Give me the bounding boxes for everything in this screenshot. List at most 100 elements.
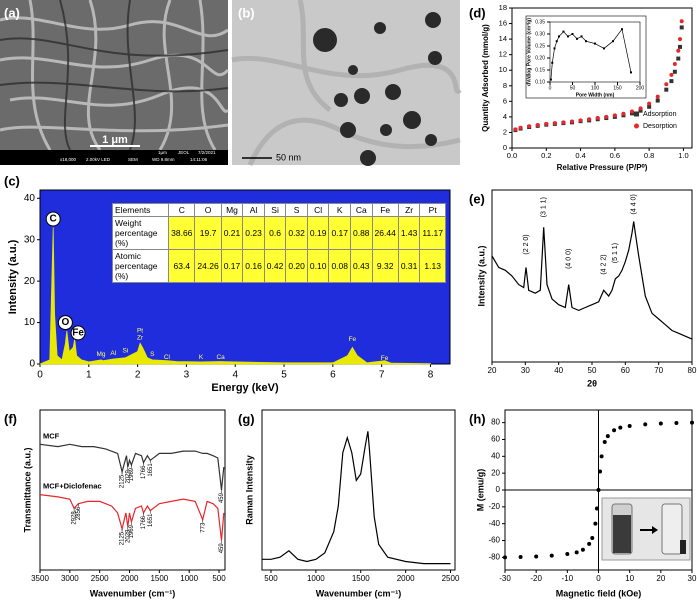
table-row: Elements C O Mg Al Si S Cl K Ca Fe Zr Pt (111, 203, 446, 217)
vial-photo (601, 497, 691, 561)
peak-label: 459 (219, 543, 225, 554)
table-cell: Atomic percentage (%) (111, 249, 170, 283)
particle (340, 122, 356, 138)
footer-text: 2.00kV LED (86, 157, 111, 162)
scale-bar-label: 1 μm (102, 134, 128, 146)
y-axis-title: M (emu/g) (475, 469, 485, 512)
table-cell: 0.88 (349, 216, 373, 250)
table-cell: 9.32 (371, 249, 399, 283)
marker (658, 421, 663, 426)
particles (313, 12, 442, 166)
marker (602, 440, 607, 444)
x-tick-label: 40 (554, 366, 563, 375)
y-tick-label: 60 (491, 435, 500, 444)
vial (661, 503, 683, 555)
panel-label: (c) (4, 173, 20, 188)
legend-label: Adsorption (643, 111, 677, 118)
peak-annotation: Si (123, 347, 129, 354)
peak-annotation: (4 2 2) (601, 254, 608, 274)
x-tick-label: 150 (613, 85, 622, 91)
peak-annotation: (5 1 1) (612, 243, 619, 263)
sem-image: 1 μm 1μm JEOL 7/2/2021 x18,000 2.00kV LE… (0, 0, 230, 165)
marker (643, 422, 648, 427)
y-tick-label: 0 (29, 359, 35, 370)
table-cell: 0.17 (220, 249, 244, 283)
x-axis-title: Magnetic field (kOe) (556, 588, 642, 598)
marker (593, 521, 598, 526)
marker (587, 117, 592, 122)
x-tick-label: 8 (428, 370, 434, 381)
y-tick-label: 0.30 (535, 31, 545, 37)
arrow-head (652, 526, 658, 534)
marker (535, 123, 540, 128)
table-cell: Cl (306, 203, 330, 217)
peak-annotation: Zr (137, 335, 144, 342)
legend-marker (634, 111, 639, 117)
plot-area (39, 409, 226, 571)
marker (544, 121, 549, 126)
y-tick-label: 20 (491, 468, 500, 477)
table-cell: 0.10 (306, 249, 330, 283)
table-cell: O (194, 203, 222, 217)
marker (518, 554, 523, 559)
series-line (39, 494, 225, 541)
marker (594, 506, 599, 511)
particle (313, 28, 337, 52)
y-tick-label: 18 (499, 3, 507, 12)
peak-annotation: K (199, 354, 204, 361)
x-axis-title: Energy (keV) (211, 382, 279, 394)
table-cell: 1.43 (397, 216, 421, 250)
particle (380, 124, 392, 136)
y-tick-label: 0.20 (535, 55, 545, 61)
table-cell: 11.17 (419, 216, 446, 250)
y-tick-label: -80 (488, 552, 500, 561)
peak-label: 1969 (129, 524, 135, 538)
y-tick-label: 6 (503, 96, 507, 105)
panel-label: (h) (469, 411, 486, 426)
x-tick-label: 0 (549, 85, 552, 91)
y-axis-title: Quantity Adsorbed (mmol/g) (481, 24, 490, 132)
peak-annotation: Pt (137, 328, 143, 335)
y-tick-label: -20 (488, 502, 500, 511)
y-tick-label: -40 (488, 519, 500, 528)
marker (678, 44, 682, 49)
peak-annotation: S (150, 351, 155, 358)
particle (348, 65, 358, 75)
marker (664, 82, 669, 87)
annotation-circle (70, 325, 86, 341)
table-cell: Weight percentage (%) (111, 216, 170, 250)
marker (621, 28, 623, 31)
footer-text: 7/2/2021 (198, 150, 216, 155)
marker (587, 541, 592, 546)
marker (672, 69, 677, 74)
particle (385, 84, 401, 100)
table-cell: 0.31 (397, 249, 421, 283)
peak-annotation: (4 0 0) (566, 249, 573, 269)
marker (558, 35, 560, 38)
table-cell: 0.20 (285, 249, 308, 283)
panel-label: (b) (238, 5, 255, 20)
table-cell: C (168, 203, 196, 217)
marker (618, 425, 623, 430)
particle (428, 51, 442, 65)
table-cell: Fe (371, 203, 399, 217)
series-line (39, 443, 225, 491)
x-tick-label: 1 (86, 370, 92, 381)
y-axis-title: Intensity (a.u.) (476, 245, 486, 306)
peak-label: 1766 (141, 465, 147, 479)
x-tick-label: 2500 (442, 574, 460, 583)
table-cell: Mg (220, 203, 244, 217)
marker (604, 114, 609, 119)
y-tick-label: 20 (24, 276, 36, 287)
marker (571, 33, 574, 35)
x-axis-title: Wavenumber (cm⁻¹) (90, 588, 175, 598)
y-tick-label: 0.35 (535, 19, 545, 25)
panel-label: (a) (4, 5, 20, 20)
marker (580, 35, 583, 38)
y-tick-label: 4 (503, 112, 507, 121)
x-tick-label: 0 (596, 574, 601, 583)
peak-label: 773 (200, 522, 206, 533)
x-tick-label: 2500 (91, 574, 109, 583)
footer-text: 1μm (158, 150, 167, 155)
